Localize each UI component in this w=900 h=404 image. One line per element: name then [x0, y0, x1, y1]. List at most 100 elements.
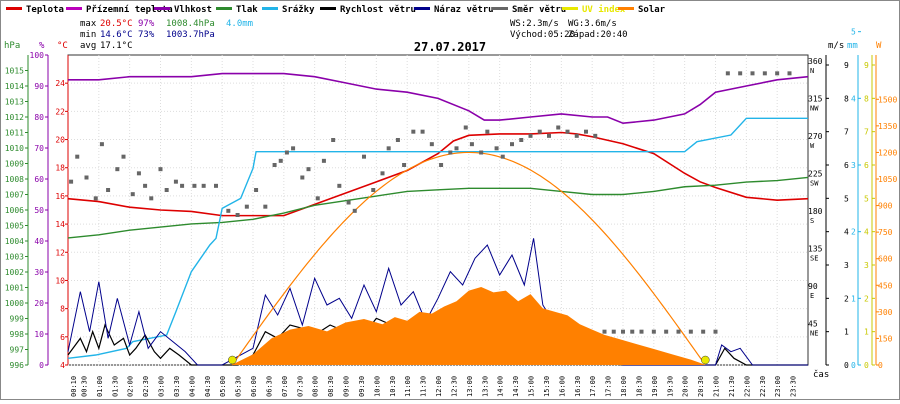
x-tick-label: 09:00 [343, 376, 351, 397]
wind-direction-point [593, 133, 598, 138]
wind-direction-point [244, 204, 249, 209]
wind-direction-point [630, 329, 635, 334]
uv-tick-label: 6 [864, 161, 869, 170]
wind-direction-point [315, 196, 320, 201]
wind-direction-point [602, 329, 607, 334]
x-tick-label: 18:30 [635, 376, 643, 397]
solar-tick-label: 300 [878, 308, 893, 317]
stats-max-rain: 4.0mm [226, 19, 253, 29]
legend-swatch-1 [66, 7, 82, 10]
wind-direction-point [500, 154, 505, 159]
humidity-tick-label: 0 [39, 361, 44, 370]
legend-swatch-8 [562, 7, 578, 10]
temperature-tick-label: 8 [60, 305, 65, 314]
temperature-tick-label: 16 [55, 192, 65, 201]
wind-direction-point [173, 179, 178, 184]
wind-tick-label: 5 [844, 194, 849, 203]
wind-direction-point [337, 183, 342, 188]
legend-label-7: Směr větru [512, 4, 566, 15]
series-3-line [67, 117, 808, 360]
uv-tick-label: 2 [864, 294, 869, 303]
stats-avg-temp: 17.1°C [100, 41, 133, 51]
wind-direction-point [463, 125, 468, 130]
uv-tick-label: 4 [864, 228, 869, 237]
wind-tick-label: 6 [844, 161, 849, 170]
wind-direction-point [469, 142, 474, 147]
wind-direction-point [115, 167, 120, 172]
chart-title: 27.07.2017 [414, 40, 486, 54]
pressure-tick-label: 1006 [5, 206, 24, 215]
direction-tick-deg: 135 [808, 245, 823, 254]
series-0-line [67, 131, 809, 217]
wind-direction-point [192, 183, 197, 188]
humidity-tick-label: 20 [34, 299, 44, 308]
marks-group [67, 71, 809, 366]
wind-direction-point [738, 71, 743, 76]
direction-tick-dir: S [810, 217, 814, 225]
wind-direction-point [386, 146, 391, 151]
solar-tick-label: 750 [878, 228, 893, 237]
x-tick-label: 05:00 [219, 376, 227, 397]
wind-direction-point [263, 204, 268, 209]
wind-direction-point [272, 163, 277, 167]
temperature-tick-label: 10 [55, 276, 65, 285]
x-tick-label: 06:30 [265, 376, 273, 397]
wind-direction-point [136, 171, 141, 176]
x-tick-label: 01:00 [96, 376, 104, 397]
uv-tick-label: 1 [864, 328, 869, 337]
solar-theoretical-curve [231, 151, 705, 366]
wind-direction-point [278, 158, 283, 163]
direction-tick-dir: N [810, 67, 814, 75]
pressure-tick-label: 999 [10, 315, 25, 324]
stats-max-temp: 20.5°C [100, 19, 133, 29]
rain-tick-label: 3 [851, 161, 856, 170]
pressure-tick-label: 998 [10, 330, 25, 339]
stats-ws: WS:2.3m/s [510, 19, 559, 29]
wind-direction-point [750, 71, 755, 76]
wind-direction-point [448, 150, 453, 155]
legend-label-8: UV index [582, 4, 626, 15]
pressure-tick-label: 1007 [5, 191, 24, 200]
wind-tick-label: 3 [844, 261, 849, 270]
pressure-tick-label: 1009 [5, 160, 24, 169]
stats-wg: WG:3.6m/s [568, 19, 617, 29]
uv-tick-label: 3 [864, 261, 869, 270]
wind-direction-point [537, 129, 542, 134]
x-tick-label: 18:00 [620, 376, 628, 397]
direction-tick-deg: 90 [808, 282, 818, 291]
stats-max-press: 1008.4hPa [166, 19, 215, 29]
temperature-tick-label: 6 [60, 333, 65, 342]
rain-axis-unit: mm [847, 41, 858, 51]
wind-direction-point [651, 329, 656, 334]
legend-swatch-6 [414, 7, 430, 10]
pressure-tick-label: 1010 [5, 144, 24, 153]
wind-direction-point [479, 150, 484, 155]
wind-direction-point [93, 196, 98, 201]
wind-direction-point [510, 142, 514, 147]
solar-tick-label: 1500 [878, 95, 897, 104]
x-tick-label: 21:30 [728, 376, 736, 397]
legend-swatch-0 [6, 7, 22, 10]
wind-direction-point [306, 167, 311, 172]
wind-direction-point [676, 329, 681, 334]
pressure-tick-label: 1005 [5, 222, 24, 231]
uv-marker [701, 355, 710, 365]
x-tick-label: 09:30 [358, 376, 366, 397]
wind-direction-point [284, 150, 289, 155]
temperature-tick-label: 12 [55, 248, 65, 257]
stats-min-temp: 14.6°C [100, 30, 133, 40]
temperature-tick-label: 20 [55, 136, 65, 145]
wind-tick-label: 7 [844, 128, 849, 137]
wind-direction-point [180, 183, 185, 188]
wind-direction-point [143, 183, 148, 188]
wind-direction-point [352, 208, 357, 213]
rain-tick-label: 4 [851, 94, 856, 103]
legend-swatch-9 [618, 7, 634, 10]
wind-direction-point [725, 71, 730, 76]
wind-direction-point [226, 208, 231, 213]
x-tick-label: 07:00 [281, 376, 289, 397]
x-tick-label: 16:30 [574, 376, 582, 397]
wind-direction-point [130, 192, 135, 197]
direction-tick-deg: 360 [808, 57, 823, 66]
legend-label-0: Teplota [26, 5, 64, 15]
